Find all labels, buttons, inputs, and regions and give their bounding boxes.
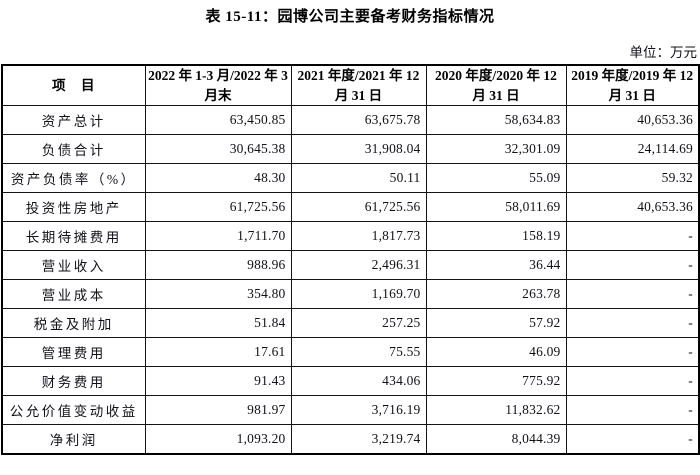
col-header-2019: 2019 年度/2019 年 12 月 31 日	[565, 64, 700, 107]
cell-value: 8,044.39	[425, 424, 567, 455]
cell-value: 1,093.20	[144, 424, 292, 455]
cell-value: 50.11	[290, 163, 427, 194]
col-header-item: 项 目	[1, 64, 146, 107]
col-header-2021: 2021 年度/2021 年 12 月 31 日	[290, 64, 427, 107]
col-header-2020: 2020 年度/2020 年 12 月 31 日	[425, 64, 567, 107]
cell-value: -	[565, 279, 700, 310]
table-row: 公允价值变动收益 981.97 3,716.19 11,832.62 -	[1, 395, 700, 426]
unit-label: 单位：万元	[629, 45, 698, 60]
cell-value: 1,169.70	[290, 279, 427, 310]
cell-value: 988.96	[144, 250, 292, 281]
cell-value: 63,450.85	[144, 105, 292, 136]
cell-value: 434.06	[290, 366, 427, 397]
table-row: 财务费用 91.43 434.06 775.92 -	[1, 366, 700, 397]
cell-value: -	[565, 337, 700, 368]
row-label: 投资性房地产	[1, 192, 146, 223]
row-label: 税金及附加	[1, 308, 146, 339]
cell-value: 2,496.31	[290, 250, 427, 281]
cell-value: 1,817.73	[290, 221, 427, 252]
cell-value: 55.09	[425, 163, 567, 194]
cell-value: 75.55	[290, 337, 427, 368]
cell-value: 158.19	[425, 221, 567, 252]
cell-value: -	[565, 250, 700, 281]
financial-indicators-table: 项 目 2022 年 1-3 月/2022 年 3 月末 2021 年度/202…	[1, 64, 700, 455]
cell-value: 48.30	[144, 163, 292, 194]
cell-value: 775.92	[425, 366, 567, 397]
row-label: 公允价值变动收益	[1, 395, 146, 426]
table-row: 负债合计 30,645.38 31,908.04 32,301.09 24,11…	[1, 134, 700, 165]
table-title: 表 15-11：园博公司主要备考财务指标情况	[205, 9, 495, 25]
row-label: 管理费用	[1, 337, 146, 368]
table-row: 投资性房地产 61,725.56 61,725.56 58,011.69 40,…	[1, 192, 700, 223]
col-header-2022: 2022 年 1-3 月/2022 年 3 月末	[144, 64, 292, 107]
row-label: 营业收入	[1, 250, 146, 281]
cell-value: 30,645.38	[144, 134, 292, 165]
cell-value: -	[565, 366, 700, 397]
table-row: 营业收入 988.96 2,496.31 36.44 -	[1, 250, 700, 281]
row-label: 资产总计	[1, 105, 146, 136]
cell-value: 57.92	[425, 308, 567, 339]
cell-value: 1,711.70	[144, 221, 292, 252]
cell-value: 981.97	[144, 395, 292, 426]
cell-value: 17.61	[144, 337, 292, 368]
cell-value: 61,725.56	[290, 192, 427, 223]
cell-value: 51.84	[144, 308, 292, 339]
cell-value: 59.32	[565, 163, 700, 194]
cell-value: 257.25	[290, 308, 427, 339]
row-label: 长期待摊费用	[1, 221, 146, 252]
cell-value: 31,908.04	[290, 134, 427, 165]
cell-value: 32,301.09	[425, 134, 567, 165]
cell-value: 354.80	[144, 279, 292, 310]
table-row: 管理费用 17.61 75.55 46.09 -	[1, 337, 700, 368]
cell-value: 61,725.56	[144, 192, 292, 223]
row-label: 财务费用	[1, 366, 146, 397]
cell-value: 36.44	[425, 250, 567, 281]
cell-value: 46.09	[425, 337, 567, 368]
cell-value: -	[565, 395, 700, 426]
table-row: 长期待摊费用 1,711.70 1,817.73 158.19 -	[1, 221, 700, 252]
table-row: 营业成本 354.80 1,169.70 263.78 -	[1, 279, 700, 310]
table-row: 资产负债率（%） 48.30 50.11 55.09 59.32	[1, 163, 700, 194]
cell-value: 58,634.83	[425, 105, 567, 136]
row-label: 负债合计	[1, 134, 146, 165]
row-label: 营业成本	[1, 279, 146, 310]
cell-value: 3,716.19	[290, 395, 427, 426]
cell-value: 63,675.78	[290, 105, 427, 136]
cell-value: 58,011.69	[425, 192, 567, 223]
table-row: 净利润 1,093.20 3,219.74 8,044.39 -	[1, 424, 700, 455]
cell-value: -	[565, 221, 700, 252]
cell-value: 40,653.36	[565, 105, 700, 136]
row-label: 净利润	[1, 424, 146, 455]
cell-value: 263.78	[425, 279, 567, 310]
table-row: 资产总计 63,450.85 63,675.78 58,634.83 40,65…	[1, 105, 700, 136]
cell-value: -	[565, 424, 700, 455]
table-row: 税金及附加 51.84 257.25 57.92 -	[1, 308, 700, 339]
row-label: 资产负债率（%）	[1, 163, 146, 194]
cell-value: 24,114.69	[565, 134, 700, 165]
cell-value: 91.43	[144, 366, 292, 397]
cell-value: 40,653.36	[565, 192, 700, 223]
header-row: 项 目 2022 年 1-3 月/2022 年 3 月末 2021 年度/202…	[1, 64, 700, 107]
cell-value: -	[565, 308, 700, 339]
cell-value: 11,832.62	[425, 395, 567, 426]
cell-value: 3,219.74	[290, 424, 427, 455]
